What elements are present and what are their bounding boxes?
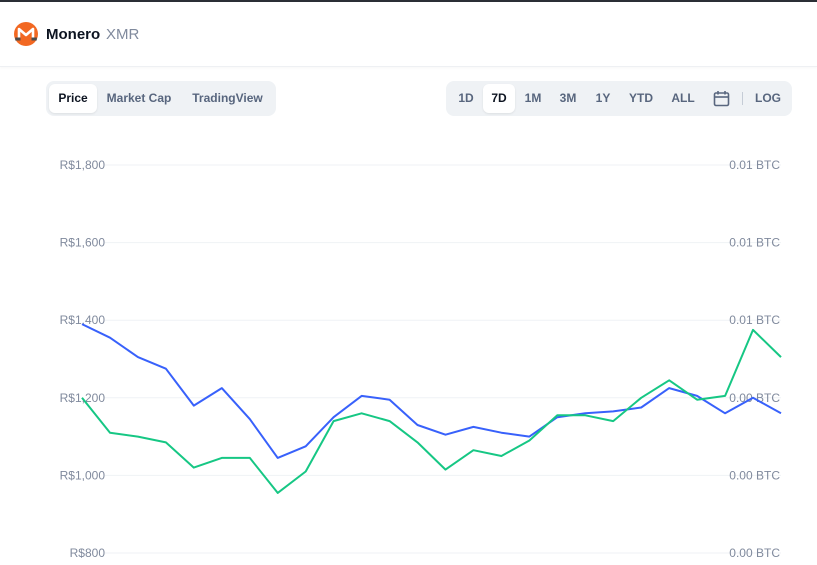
range-3m[interactable]: 3M (559, 91, 577, 105)
btc-series-line (81, 328, 782, 494)
y-tick-label-left: R$1,000 (60, 468, 106, 482)
monero-logo-icon (14, 22, 38, 46)
top-border (0, 0, 817, 2)
time-range-tabs: 1D 7D 1M 3M 1Y YTD ALL LOG (446, 81, 792, 116)
y-tick-label-left: R$1,600 (60, 236, 106, 250)
coin-header: Monero XMR (0, 2, 817, 67)
range-1y[interactable]: 1Y (595, 91, 611, 105)
y-tick-label-right: 0.01 BTC (729, 313, 780, 327)
tab-market-cap[interactable]: Market Cap (106, 91, 172, 105)
tab-tradingview[interactable]: TradingView (192, 91, 263, 105)
y-tick-label-right: 0.01 BTC (729, 236, 780, 250)
y-tick-label-right: 0.00 BTC (729, 546, 780, 560)
coin-name: Monero (46, 26, 101, 43)
y-tick-label-left: R$800 (70, 546, 106, 560)
series-lines (81, 323, 782, 494)
coin-symbol: XMR (106, 26, 140, 43)
y-tick-label-right: 0.00 BTC (729, 468, 780, 482)
chart-type-tabs: Price Market Cap TradingView (46, 81, 276, 116)
y-tick-label-left: R$1,400 (60, 313, 106, 327)
calendar-icon[interactable] (713, 90, 730, 107)
grid-lines (105, 164, 781, 554)
range-1m[interactable]: 1M (524, 91, 542, 105)
y-tick-label-right: 0.01 BTC (729, 158, 780, 172)
range-ytd[interactable]: YTD (629, 91, 653, 105)
y-tick-label-left: R$1,800 (60, 158, 106, 172)
price-series-line (81, 323, 782, 459)
log-scale-toggle[interactable]: LOG (755, 91, 781, 105)
range-all[interactable]: ALL (671, 91, 695, 105)
separator (742, 92, 743, 105)
right-y-axis: 0.01 BTC 0.01 BTC 0.01 BTC 0.00 BTC 0.00 BTC… (729, 158, 780, 560)
tab-price[interactable]: Price (49, 84, 97, 113)
range-1d[interactable]: 1D (458, 91, 474, 105)
range-7d[interactable]: 7D (483, 84, 515, 113)
